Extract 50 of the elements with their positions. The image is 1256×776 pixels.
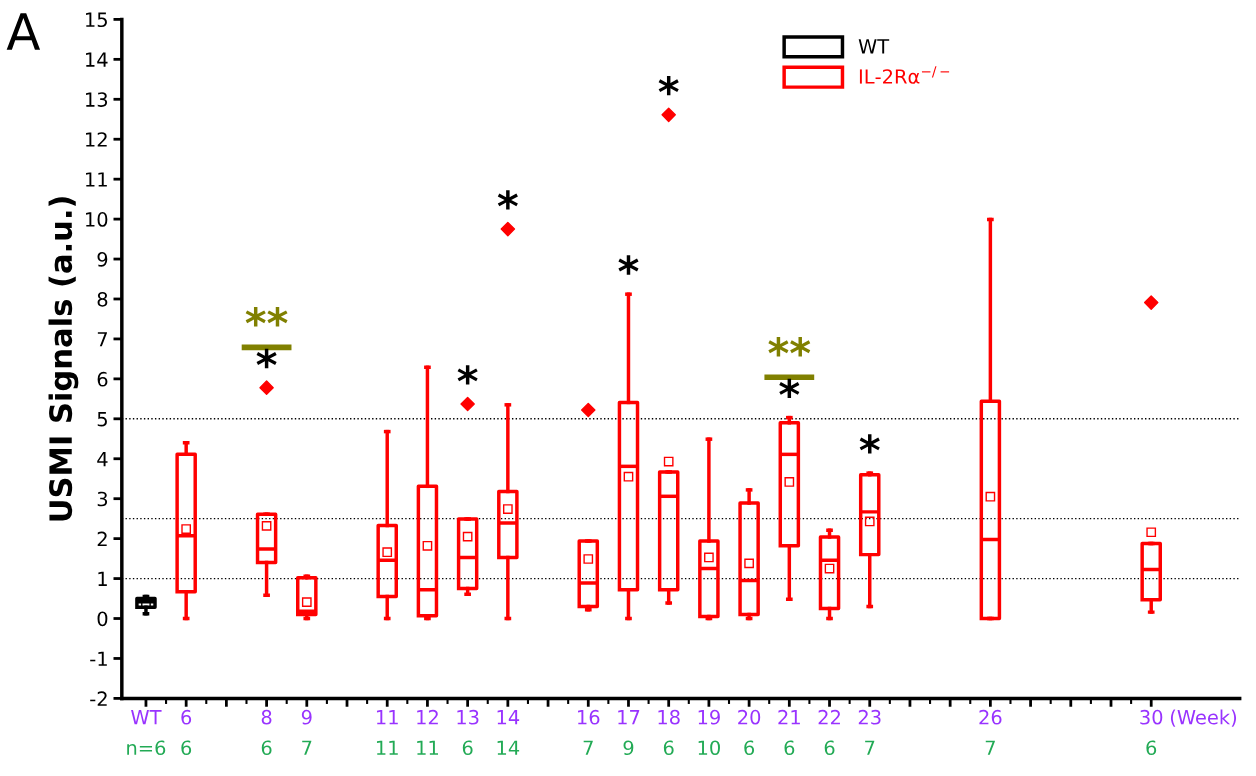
y-tick-label: 2 [97, 531, 107, 547]
x-tick-label: 18 6 [658, 709, 680, 756]
annotation: * [658, 75, 679, 96]
x-tick-label: 20 6 [738, 709, 761, 756]
x-tick-label: 11 11 [376, 710, 398, 755]
y-tick-label: 10 [86, 212, 108, 227]
x-tick-label: 16 7 [578, 709, 600, 755]
annotation: ** [245, 307, 288, 327]
x-tick-label: 6 6 [181, 709, 192, 756]
y-tick-label: 9 [97, 252, 108, 267]
x-tick-label: 21 6 [778, 709, 800, 756]
x-tick-label: 22 6 [818, 709, 840, 756]
annotation: * [497, 190, 518, 210]
y-tick-label: -1 [90, 651, 107, 666]
x-tick-label: 26 7 [979, 709, 1002, 755]
y-tick-label: 14 [86, 52, 108, 67]
y-tick-label: 11 [86, 172, 107, 187]
annotation: * [779, 378, 800, 399]
y-tick-label: 1 [98, 571, 107, 586]
y-tick-label: -2 [90, 691, 107, 706]
y-axis-title: USMI Signals (a.u.) [48, 197, 79, 521]
y-tick-label: 5 [97, 412, 107, 427]
annotation: ** [768, 337, 811, 357]
x-tick-label: 19 10 [698, 709, 720, 756]
x-tick-label: 30 6 [1140, 709, 1163, 756]
annotation: * [618, 255, 639, 275]
x-axis-title: (Week) [1170, 709, 1237, 727]
x-tick-label: 14 14 [497, 710, 520, 755]
y-tick-label: 6 [97, 371, 108, 387]
x-tick-label: 12 11 [417, 709, 438, 755]
x-tick-label: 13 6 [457, 709, 479, 756]
y-tick-label: 7 [97, 332, 107, 347]
annotation: * [457, 365, 478, 385]
chart-title: A [6, 13, 41, 50]
y-tick-label: 0 [97, 611, 108, 627]
x-tick-label: WT n=6 [127, 710, 166, 756]
x-tick-label: 8 6 [261, 709, 272, 756]
y-tick-label: 15 [86, 12, 107, 28]
x-tick-label: 23 7 [858, 709, 881, 755]
y-tick-label: 3 [97, 491, 108, 507]
y-tick-label: 4 [97, 451, 108, 467]
y-tick-label: 12 [86, 132, 107, 147]
y-tick-label: 8 [97, 291, 108, 307]
x-tick-label: 17 9 [618, 710, 640, 756]
legend-label: IL-2Rα$^{−/−}$ [859, 66, 950, 84]
legend-label: WT [858, 39, 890, 54]
y-tick-label: 13 [86, 92, 108, 107]
annotation: * [859, 434, 880, 454]
x-tick-label: 9 7 [301, 709, 312, 755]
annotation: * [256, 348, 277, 369]
